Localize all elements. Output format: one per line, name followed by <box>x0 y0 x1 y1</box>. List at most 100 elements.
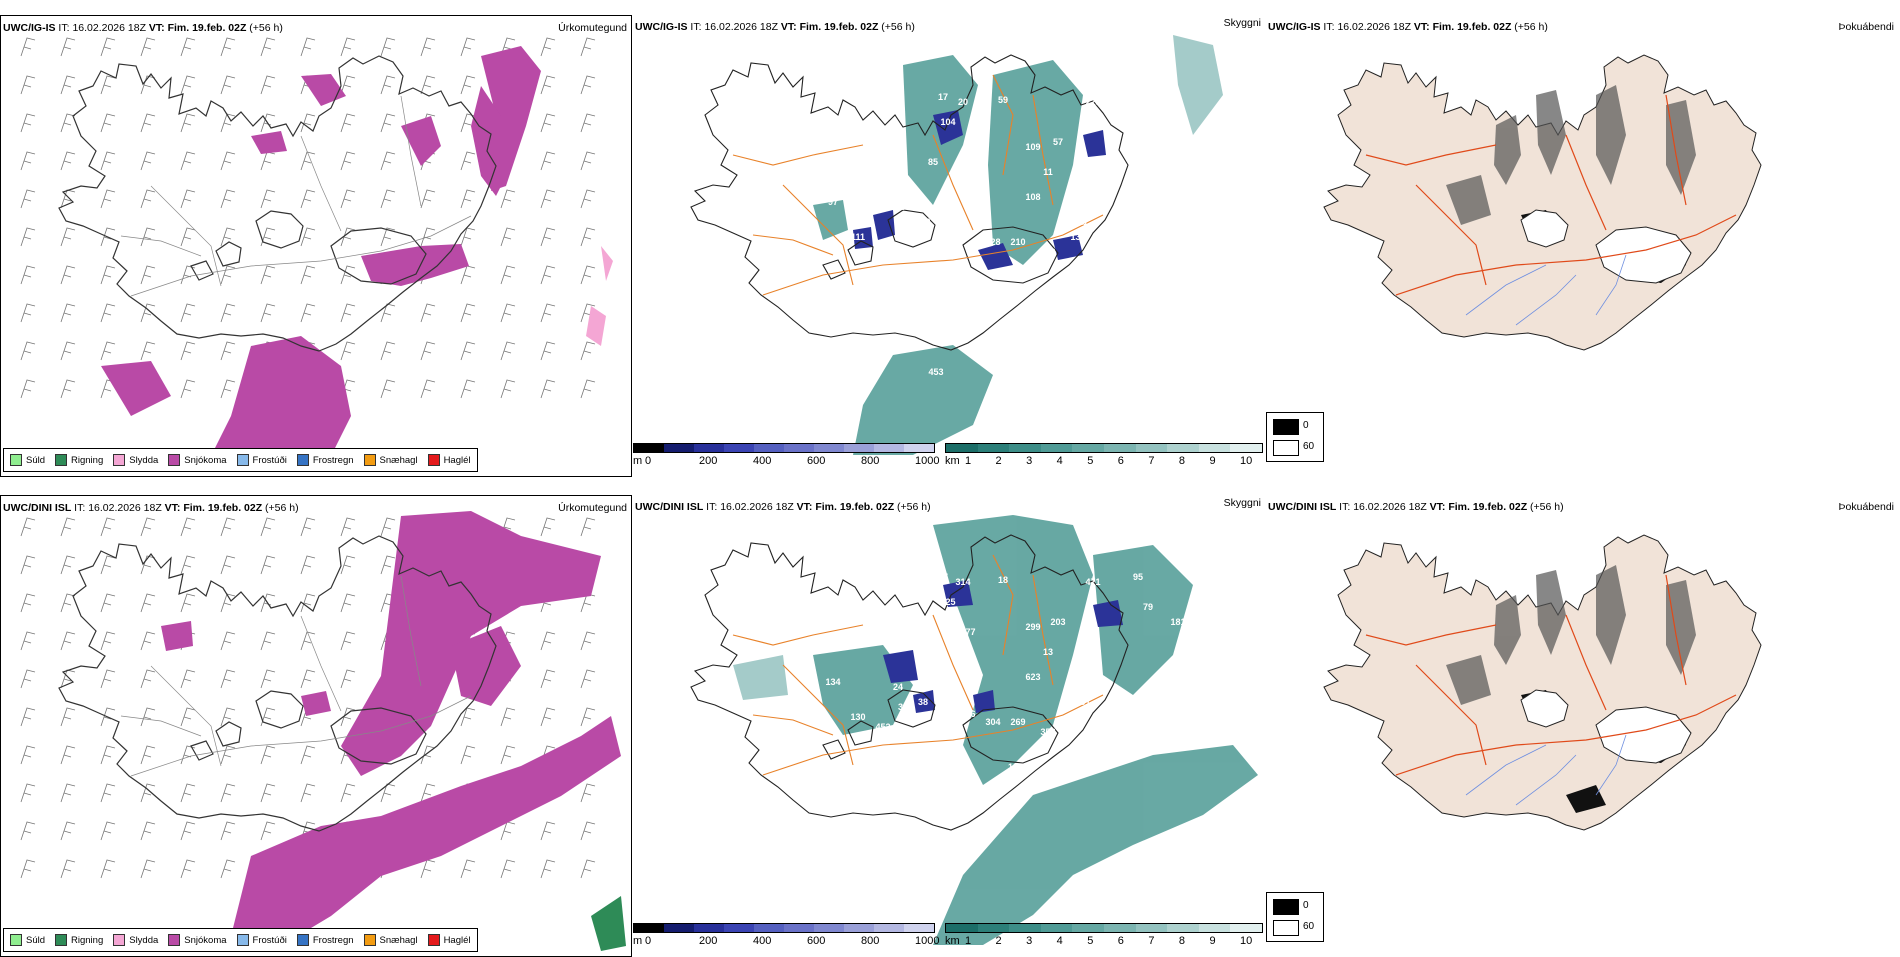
visibility-tick: 4 <box>1056 935 1063 947</box>
cloudbase-tick: 1000 <box>915 455 940 467</box>
wind-barb <box>60 745 76 765</box>
fog-label-60: 60 <box>1303 921 1315 932</box>
wind-barb <box>580 113 596 133</box>
cloudbase-bin <box>634 924 664 932</box>
model-name: UWC/IG-IS <box>635 21 688 33</box>
cloudbase-label: 17 <box>938 92 948 102</box>
wind-barb <box>460 859 476 879</box>
wind-barb <box>20 593 36 613</box>
legend-item: Snæhagl <box>363 934 418 946</box>
wind-barb <box>100 517 116 537</box>
lead-time: (+56 h) <box>1530 501 1564 513</box>
rivers <box>1465 254 1627 326</box>
wind-barb <box>420 859 436 879</box>
panel-header: UWC/IG-IS IT: 16.02.2026 18Z VT: Fim. 19… <box>635 17 1261 35</box>
wind-barb <box>140 593 156 613</box>
precip-type-map[interactable] <box>1 496 632 957</box>
valid-time-label: VT: <box>1413 21 1430 33</box>
cloudbase-label: 20 <box>958 97 968 107</box>
wind-barb <box>60 669 76 689</box>
cloudbase-label: 210 <box>1010 237 1025 247</box>
wind-barb <box>340 227 356 247</box>
fog-shading <box>1446 565 1696 705</box>
cloudbase-label: 13 <box>1043 647 1053 657</box>
panel-title: Skyggni <box>1223 497 1261 509</box>
wind-barb <box>260 783 276 803</box>
cloudbase-bin <box>724 924 754 932</box>
visibility-tick: 9 <box>1209 455 1216 467</box>
visibility-bin <box>1198 444 1231 452</box>
cloudbase-label: 314 <box>955 577 970 587</box>
valid-time: Fim. 19.feb. 02Z <box>815 501 895 513</box>
wind-barb <box>20 113 36 133</box>
wind-barb <box>580 75 596 95</box>
visibility-tick: 3 <box>1026 935 1033 947</box>
precip-type-map[interactable] <box>1 16 632 477</box>
cloudbase-label: 125 <box>940 597 955 607</box>
wind-barb <box>460 37 476 57</box>
wind-barb <box>500 341 516 361</box>
fog-indicator-map[interactable] <box>1266 15 1898 477</box>
legend-item: Súld <box>10 454 45 466</box>
cloudbase-label: 101 <box>1075 697 1090 707</box>
cloudbase-label: 277 <box>960 627 975 637</box>
wind-barb <box>180 227 196 247</box>
legend-label: Frostúði <box>252 934 287 946</box>
wind-barb <box>220 631 236 651</box>
fog-indicator-map[interactable] <box>1266 495 1898 957</box>
cloudbase-label: 87 <box>963 229 973 239</box>
wind-barb <box>100 189 116 209</box>
wind-barb <box>140 707 156 727</box>
visibility-bin <box>1230 924 1262 932</box>
wind-barb <box>420 227 436 247</box>
cloudbase-label: 343 <box>1070 712 1085 722</box>
cloudbase-label: 128 <box>985 237 1000 247</box>
wind-barb <box>460 745 476 765</box>
legend-item: Frostregn <box>296 934 354 946</box>
legend-item: Slydda <box>113 454 158 466</box>
init-time-label: IT: <box>706 501 718 513</box>
wind-barb <box>340 75 356 95</box>
legend-label: Frostúði <box>252 454 287 466</box>
init-time-label: IT: <box>1323 21 1335 33</box>
wind-barb <box>220 227 236 247</box>
wind-barb <box>300 265 316 285</box>
wind-barb <box>540 341 556 361</box>
wind-barb <box>380 379 396 399</box>
wind-barb <box>140 303 156 323</box>
cloudbase-label: 39 <box>898 702 908 712</box>
legend-label: Snæhagl <box>379 934 418 946</box>
fog-indicator-panel: UWC/IG-IS IT: 16.02.2026 18Z VT: Fim. 19… <box>1266 15 1898 477</box>
valid-time: Fim. 19.feb. 02Z <box>183 502 263 514</box>
wind-barb <box>220 341 236 361</box>
wind-barb <box>300 151 316 171</box>
wind-barb <box>340 555 356 575</box>
wind-barb <box>500 859 516 879</box>
cloudbase-tick: 800 <box>861 935 880 947</box>
legend-item: Snjókoma <box>168 934 227 946</box>
wind-barb <box>580 783 596 803</box>
legend-swatch <box>113 934 126 946</box>
wind-barb <box>340 265 356 285</box>
wind-barb <box>140 265 156 285</box>
wind-barb <box>260 151 276 171</box>
wind-barb <box>180 593 196 613</box>
cloudbase-bin <box>844 924 874 932</box>
wind-barb <box>20 669 36 689</box>
cloudbase-label: 111 <box>851 232 865 242</box>
sleet-areas <box>586 246 613 346</box>
wind-barb <box>340 707 356 727</box>
wind-barb <box>20 151 36 171</box>
wind-barb <box>180 707 196 727</box>
model-name: UWC/DINI ISL <box>3 502 72 514</box>
visibility-bin <box>1198 924 1231 932</box>
roads <box>732 554 1104 776</box>
wind-barb <box>580 151 596 171</box>
cloudbase-label: 38 <box>918 697 928 707</box>
wind-barb <box>20 821 36 841</box>
wind-barb <box>20 517 36 537</box>
cloudbase-label: 517 <box>1005 282 1020 292</box>
